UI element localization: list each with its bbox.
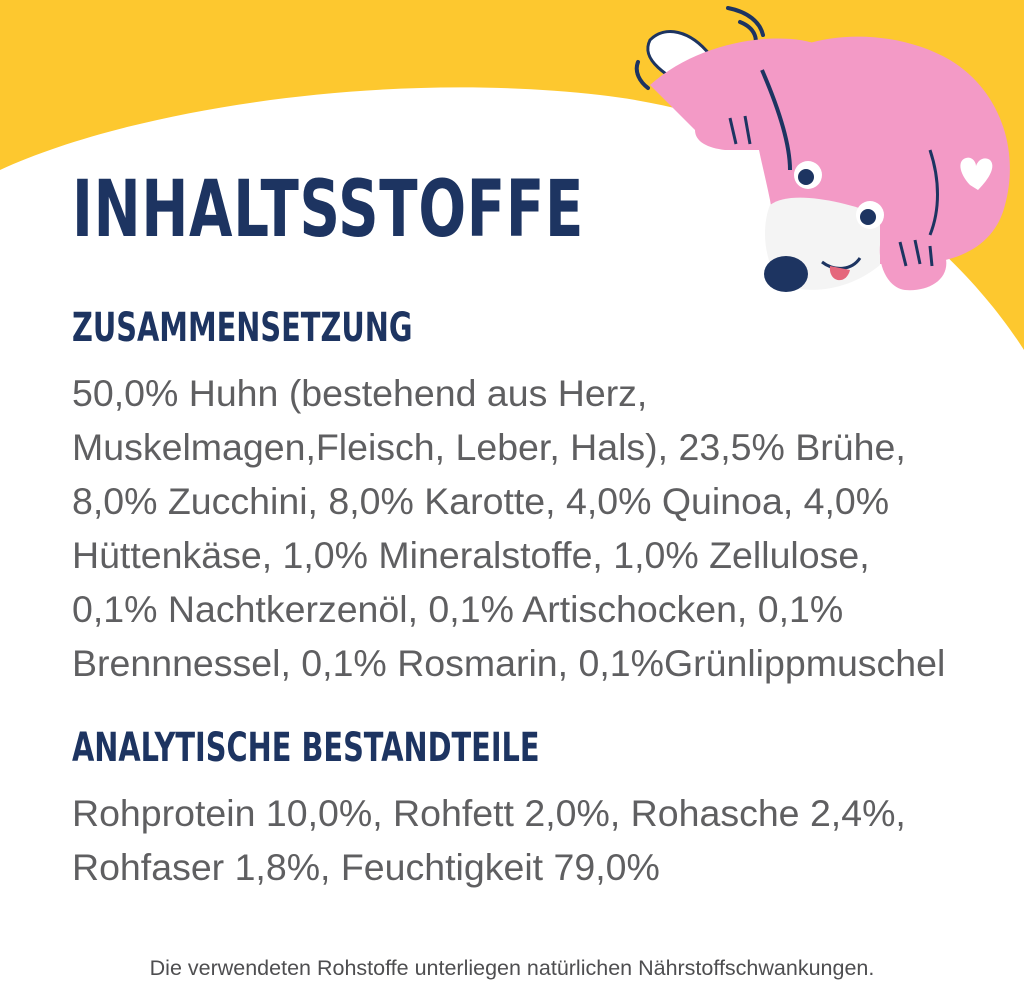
- analytical-text: Rohprotein 10,0%, Rohfett 2,0%, Rohasche…: [72, 786, 906, 894]
- composition-line: 0,1% Nachtkerzenöl, 0,1% Artischocken, 0…: [72, 588, 844, 630]
- composition-line: 50,0% Huhn (bestehend aus Herz,: [72, 372, 648, 414]
- composition-line: Hüttenkäse, 1,0% Mineralstoffe, 1,0% Zel…: [72, 534, 870, 576]
- composition-heading: ZUSAMMENSETZUNG: [72, 305, 413, 351]
- footnote: Die verwendeten Rohstoffe unterliegen na…: [149, 956, 875, 980]
- dog-mascot-icon: [634, 6, 1010, 292]
- analytical-line: Rohfaser 1,8%, Feuchtigkeit 79,0%: [72, 846, 660, 888]
- composition-line: Muskelmagen,Fleisch, Leber, Hals), 23,5%…: [72, 426, 906, 468]
- composition-line: Brennnessel, 0,1% Rosmarin, 0,1%Grünlipp…: [72, 642, 946, 684]
- composition-line: 8,0% Zucchini, 8,0% Karotte, 4,0% Quinoa…: [72, 480, 890, 522]
- page-title: INHALTSSTOFFE: [72, 165, 585, 255]
- analytical-heading: ANALYTISCHE BESTANDTEILE: [72, 725, 540, 771]
- composition-text: 50,0% Huhn (bestehend aus Herz, Muskelma…: [72, 366, 945, 690]
- analytical-line: Rohprotein 10,0%, Rohfett 2,0%, Rohasche…: [72, 792, 906, 834]
